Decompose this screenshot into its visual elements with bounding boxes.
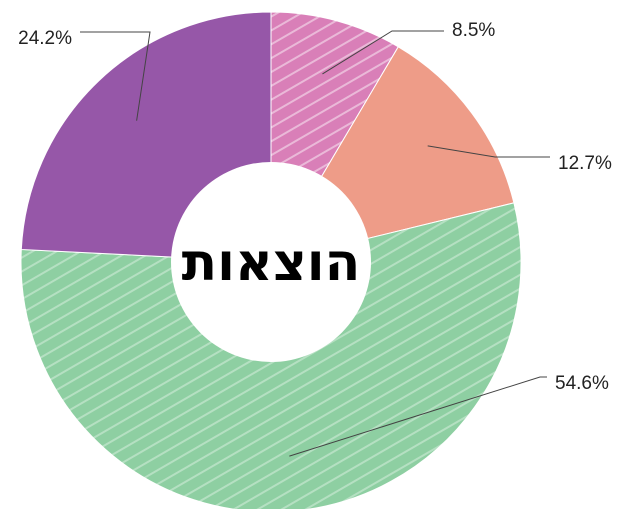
donut-hole	[171, 162, 371, 362]
slice-percent-label: 12.7%	[558, 153, 612, 174]
leader-line	[427, 145, 550, 158]
leader-line	[289, 376, 547, 457]
slice-percent-label: 24.2%	[18, 28, 72, 49]
slice-percent-label: 8.5%	[452, 20, 495, 41]
chart-title: הוצאות	[182, 233, 361, 293]
slice-percent-label: 54.6%	[555, 373, 609, 394]
leaders-group: 8.5% 12.7% 54.6% 24.2%	[18, 20, 612, 457]
leader-line	[80, 31, 151, 121]
leader-line	[322, 30, 444, 75]
